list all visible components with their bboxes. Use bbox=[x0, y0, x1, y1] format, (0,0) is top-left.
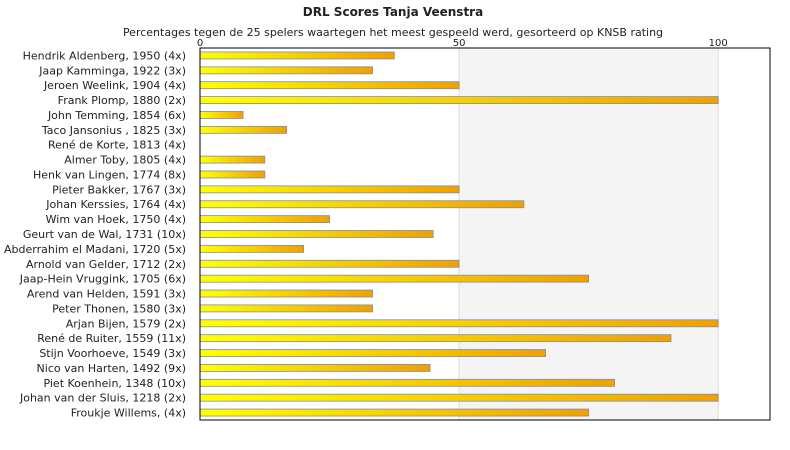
tick-label: 100 bbox=[709, 38, 728, 49]
category-label: Jeroen Weelink, 1904 (4x) bbox=[43, 79, 186, 92]
category-label: René de Ruiter, 1559 (11x) bbox=[37, 332, 186, 345]
bar bbox=[199, 259, 460, 268]
bar bbox=[199, 215, 330, 224]
bar bbox=[199, 111, 244, 119]
bar bbox=[199, 81, 460, 90]
bar bbox=[199, 334, 672, 343]
category-label: Johan Kerssies, 1764 (4x) bbox=[45, 198, 186, 211]
category-label: Almer Toby, 1805 (4x) bbox=[64, 154, 186, 167]
bar bbox=[199, 408, 590, 417]
bar bbox=[199, 393, 719, 402]
category-label: Nico van Harten, 1492 (9x) bbox=[37, 362, 186, 375]
bar bbox=[199, 170, 266, 179]
category-label: Hendrik Aldenberg, 1950 (4x) bbox=[23, 49, 186, 62]
bar bbox=[199, 125, 287, 134]
category-label: Pieter Bakker, 1767 (3x) bbox=[52, 183, 186, 196]
bar bbox=[199, 155, 266, 164]
bar bbox=[199, 66, 373, 75]
bar bbox=[199, 200, 525, 209]
category-label: Stijn Voorhoeve, 1549 (3x) bbox=[39, 347, 186, 360]
category-label: Arnold van Gelder, 1712 (2x) bbox=[26, 258, 186, 271]
bar bbox=[199, 364, 431, 372]
plot-band bbox=[459, 48, 719, 420]
chart-title: DRL Scores Tanja Veenstra bbox=[303, 5, 483, 19]
category-label: Johan van der Sluis, 1218 (2x) bbox=[19, 392, 186, 405]
bar bbox=[199, 378, 615, 387]
category-label: Arjan Bijen, 1579 (2x) bbox=[66, 317, 186, 330]
bar bbox=[199, 244, 305, 253]
category-label: Peter Thonen, 1580 (3x) bbox=[52, 302, 186, 315]
category-label: Froukje Willems, (4x) bbox=[71, 407, 186, 420]
bar bbox=[199, 230, 434, 238]
bar bbox=[199, 51, 395, 60]
category-label: Jaap-Hein Vruggink, 1705 (6x) bbox=[19, 273, 186, 286]
category-label: Wim van Hoek, 1750 (4x) bbox=[46, 213, 186, 226]
bar bbox=[199, 289, 373, 298]
category-label: Abderrahim el Madani, 1720 (5x) bbox=[4, 243, 186, 256]
category-labels: Hendrik Aldenberg, 1950 (4x) Jaap Kamming… bbox=[4, 49, 186, 419]
category-label: René de Korte, 1813 (4x) bbox=[48, 139, 186, 152]
category-label: John Temming, 1854 (6x) bbox=[47, 109, 186, 122]
tick-label: 0 bbox=[197, 38, 203, 49]
category-label: Taco Jansonius , 1825 (3x) bbox=[41, 124, 186, 137]
tick-label: 50 bbox=[453, 38, 466, 49]
category-label: Frank Plomp, 1880 (2x) bbox=[58, 94, 186, 107]
bar bbox=[199, 349, 547, 357]
plot-band bbox=[718, 48, 770, 420]
bar bbox=[199, 185, 460, 194]
bar bbox=[199, 274, 590, 283]
plot-frame bbox=[199, 47, 771, 421]
category-label: Arend van Helden, 1591 (3x) bbox=[27, 288, 186, 301]
chart-subtitle: Percentages tegen de 25 spelers waartege… bbox=[123, 26, 663, 39]
category-label: Henk van Lingen, 1774 (8x) bbox=[33, 168, 186, 181]
tick-labels: 0 50 100 bbox=[197, 38, 728, 49]
bar bbox=[199, 96, 719, 104]
bar bbox=[199, 304, 373, 313]
category-label: Jaap Kamminga, 1922 (3x) bbox=[38, 64, 186, 77]
category-label: Geurt van de Wal, 1731 (10x) bbox=[23, 228, 186, 241]
bar bbox=[199, 319, 719, 328]
category-label: Piet Koenhein, 1348 (10x) bbox=[43, 377, 186, 390]
